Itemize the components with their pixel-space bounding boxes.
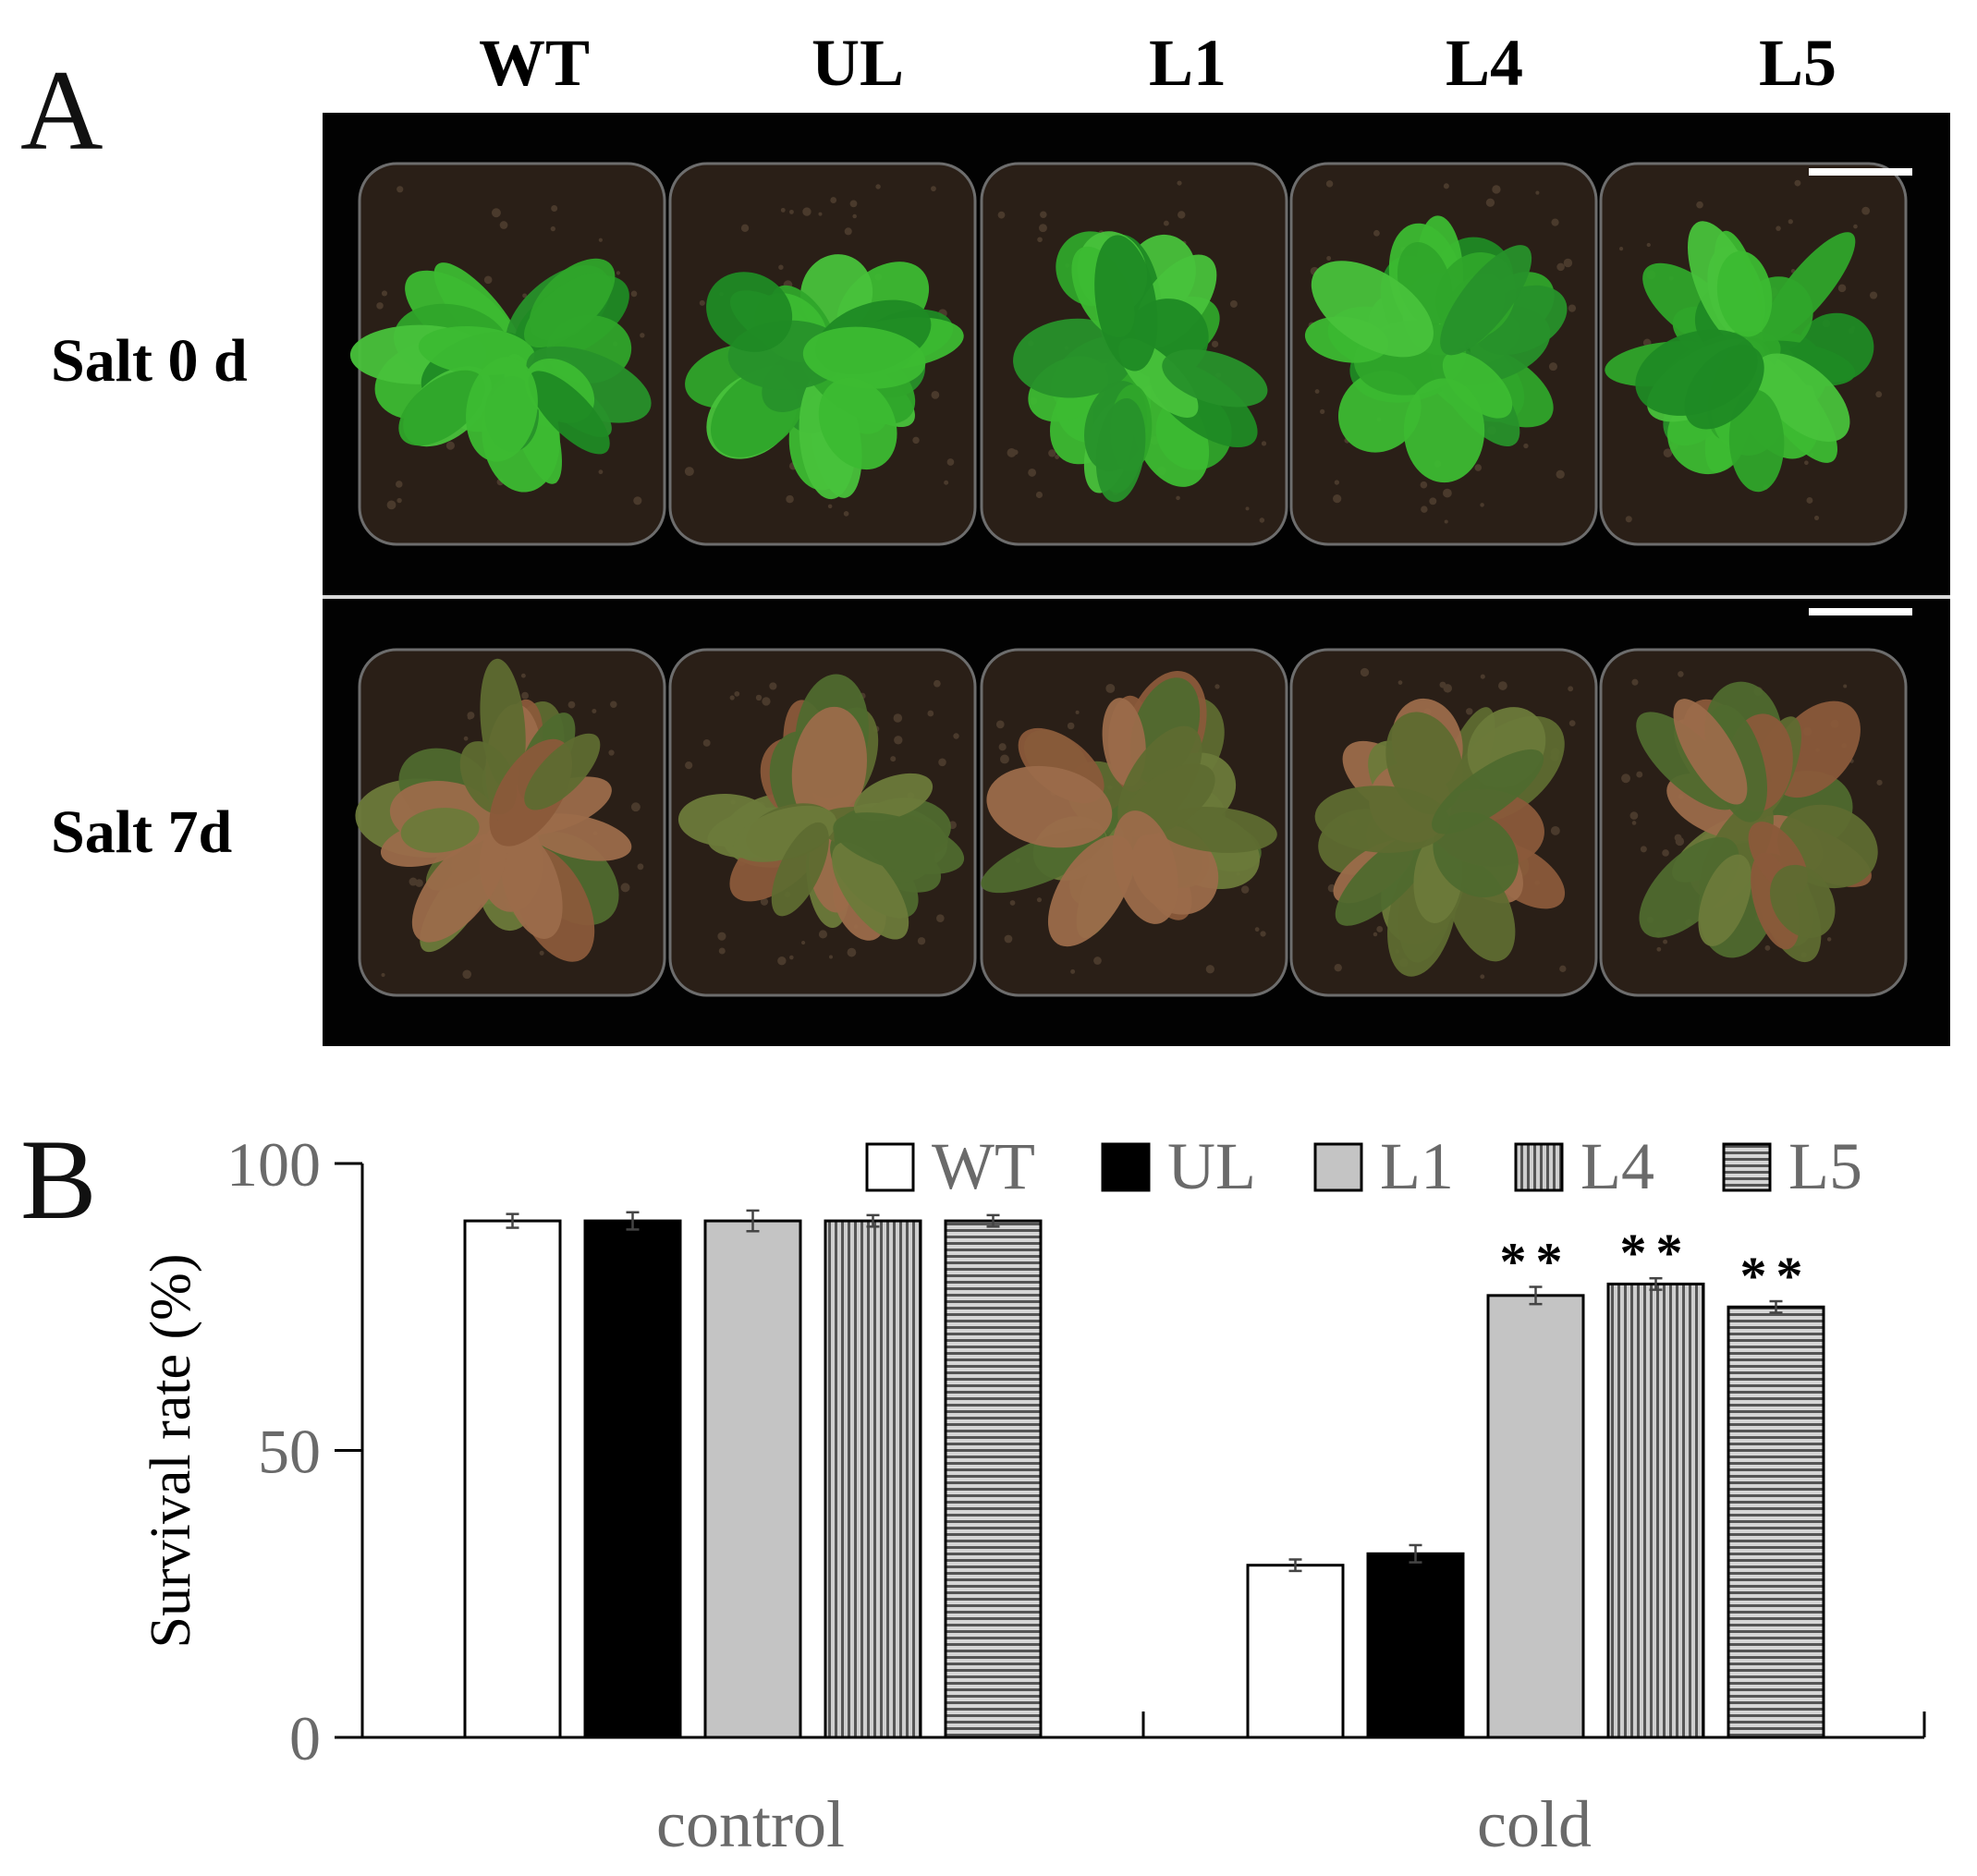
legend-item-WT: WT — [865, 1129, 1035, 1203]
bar-cold-L4 — [1606, 1282, 1705, 1739]
row-label-salt-7d: Salt 7d — [51, 798, 233, 866]
legend-label-L5: L5 — [1788, 1129, 1862, 1203]
salt-7d-wt-pot-2 — [668, 648, 977, 997]
legend-swatch-WT — [865, 1142, 915, 1192]
bar-control-L1 — [703, 1219, 802, 1739]
photo-divider — [323, 595, 1950, 599]
salt-7d-wt-pot-5 — [1599, 648, 1908, 997]
salt-7d-wt-pot-4 — [1289, 648, 1598, 997]
legend-label-L1: L1 — [1380, 1129, 1454, 1203]
legend-item-UL: UL — [1101, 1129, 1256, 1203]
legend-swatch-L4 — [1514, 1142, 1564, 1192]
salt-7d-wt-pot-1 — [355, 648, 666, 997]
legend-swatch-L5 — [1722, 1142, 1772, 1192]
row-label-salt-0d: Salt 0 d — [51, 327, 248, 395]
error-bar-control-L4 — [866, 1213, 880, 1228]
legend-item-L1: L1 — [1313, 1129, 1454, 1203]
column-label-l5: L5 — [1758, 26, 1837, 100]
y-tick-label-100: 100 — [226, 1129, 321, 1200]
x-category-label-cold: cold — [1477, 1787, 1592, 1861]
legend-item-L4: L4 — [1514, 1129, 1654, 1203]
bar-control-L5 — [944, 1219, 1043, 1739]
legend-label-WT: WT — [932, 1129, 1035, 1203]
x-category-label-control: control — [656, 1787, 845, 1861]
error-bar-cold-UL — [1409, 1543, 1422, 1564]
bar-cold-L1 — [1486, 1294, 1585, 1739]
error-bar-control-UL — [626, 1211, 640, 1231]
salt-0d-pot-2 — [668, 162, 977, 546]
legend-item-L5: L5 — [1722, 1129, 1862, 1203]
legend-label-L4: L4 — [1580, 1129, 1654, 1203]
y-axis-label: Survival rate (%) — [140, 1254, 202, 1649]
plants-salt-7d-illustration — [355, 608, 1912, 997]
significance-cold-L4: ** — [1620, 1223, 1692, 1283]
plants-salt-0d-illustration — [349, 162, 1912, 546]
y-tick-label-50: 50 — [258, 1417, 321, 1487]
salt-0d-pot-1 — [349, 162, 666, 546]
scale-bar-top — [1809, 168, 1912, 176]
column-label-l4: L4 — [1445, 26, 1524, 100]
plant-photo-grid — [323, 113, 1950, 1046]
legend-swatch-UL — [1101, 1142, 1151, 1192]
bar-cold-UL — [1366, 1552, 1465, 1739]
significance-cold-L5: ** — [1740, 1246, 1812, 1306]
error-bar-cold-WT — [1288, 1558, 1302, 1573]
bar-cold-WT — [1246, 1564, 1345, 1739]
error-bar-cold-L5 — [1769, 1299, 1783, 1314]
error-bar-control-L5 — [986, 1213, 1000, 1228]
column-label-ul: UL — [811, 26, 905, 100]
column-label-wt: WT — [478, 26, 591, 100]
salt-0d-pot-5 — [1599, 162, 1908, 546]
column-label-l1: L1 — [1148, 26, 1227, 100]
bar-control-UL — [583, 1219, 682, 1739]
scale-bar-bottom — [1809, 608, 1912, 615]
bar-cold-L5 — [1727, 1305, 1825, 1739]
photo-salt-0d — [323, 113, 1950, 595]
error-bar-cold-L1 — [1529, 1285, 1543, 1306]
error-bar-cold-L4 — [1649, 1276, 1663, 1291]
photo-salt-7d — [323, 599, 1950, 1046]
legend-label-UL: UL — [1167, 1129, 1256, 1203]
bar-control-L4 — [824, 1219, 922, 1739]
legend-swatch-L1 — [1313, 1142, 1363, 1192]
bar-control-WT — [463, 1219, 562, 1739]
error-bar-control-L1 — [746, 1209, 760, 1233]
salt-0d-pot-3 — [980, 162, 1288, 546]
panel-a-letter: A — [20, 47, 104, 174]
salt-7d-wt-pot-3 — [980, 648, 1288, 997]
significance-cold-L1: ** — [1500, 1232, 1572, 1292]
panel-b-letter: B — [20, 1116, 97, 1243]
error-bar-control-WT — [506, 1212, 519, 1229]
salt-0d-pot-4 — [1289, 162, 1598, 546]
y-tick-label-0: 0 — [289, 1703, 321, 1773]
